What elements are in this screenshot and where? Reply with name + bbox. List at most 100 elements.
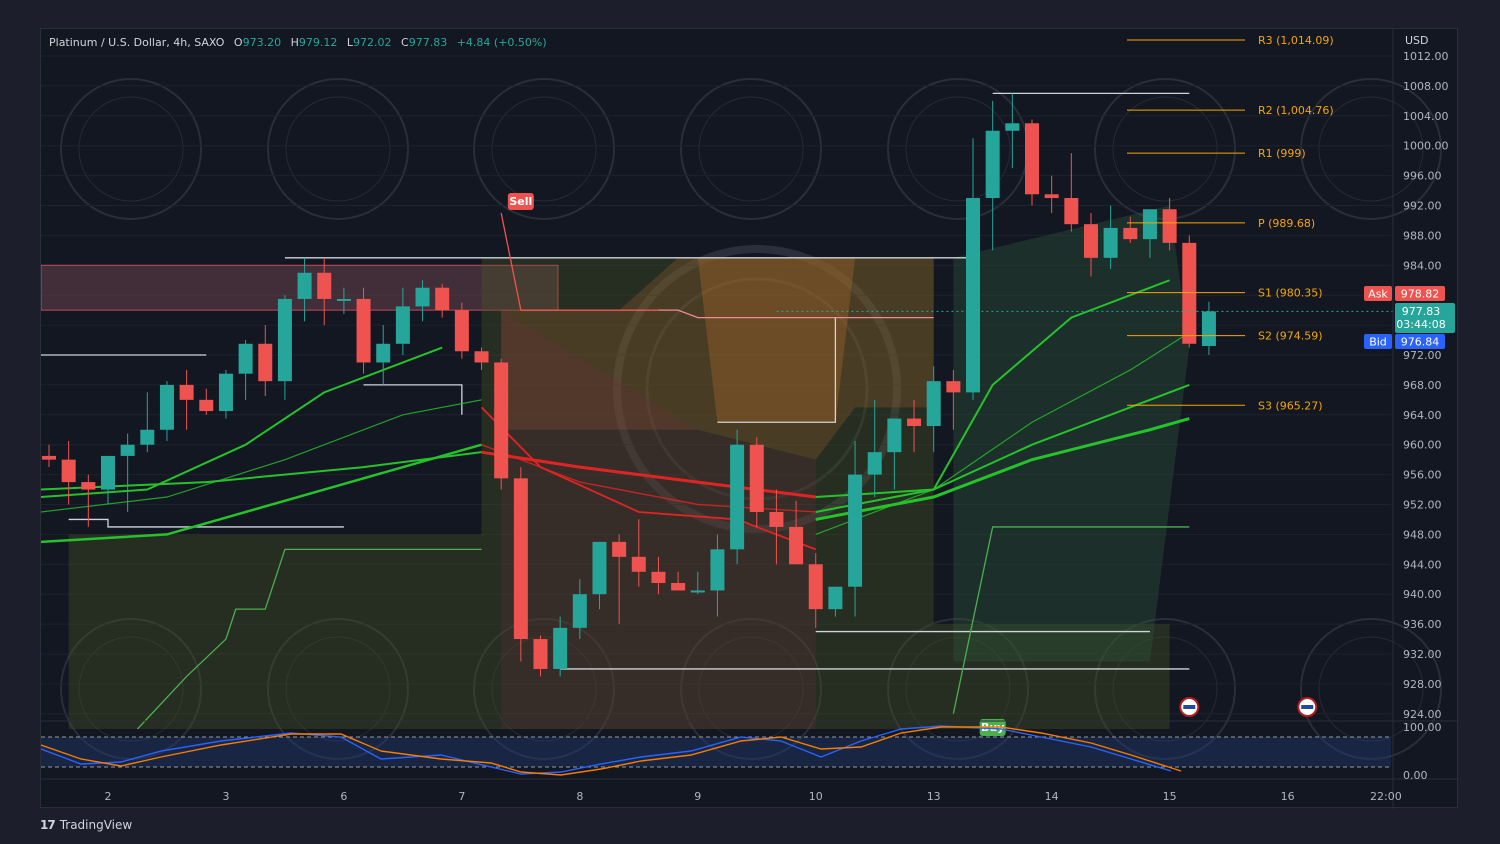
price-tick-label: 984.00 <box>1403 259 1442 272</box>
chart-frame[interactable]: R3 (1,014.09) R2 (1,004.76) R1 (999) P (989… <box>40 28 1459 809</box>
watermark-ring-icon <box>491 96 597 202</box>
candle-body <box>100 455 115 490</box>
buy-trail-line <box>952 526 1190 714</box>
candle-body <box>238 343 253 374</box>
brand-label: TradingView <box>59 818 133 832</box>
candle-body <box>828 586 843 610</box>
ema-slow-line <box>815 383 1190 513</box>
pivot-label: R2 (1,004.76) <box>1258 104 1334 117</box>
candle-body <box>356 298 371 363</box>
candle-body <box>120 444 135 456</box>
candle-body <box>61 459 76 483</box>
candle-body <box>946 381 961 393</box>
candle-body <box>985 130 1000 199</box>
candle-body <box>435 287 450 311</box>
moving-averages-layer <box>40 279 1190 551</box>
price-tick-label: 956.00 <box>1403 469 1442 482</box>
bid-price: 976.84 <box>1401 336 1440 349</box>
watermark-logo-icon <box>473 78 615 220</box>
time-tick-label: 13 <box>927 790 941 803</box>
watermark-ring-icon <box>905 636 1011 742</box>
candle-body <box>1103 227 1118 258</box>
watermark-logo-icon <box>887 78 1029 220</box>
price-tick-label: 996.00 <box>1403 170 1442 183</box>
candle-body <box>671 582 686 591</box>
bid-label: Bid <box>1369 336 1387 349</box>
us-flag-event-icon <box>1183 705 1196 709</box>
price-tick-label: 960.00 <box>1403 439 1442 452</box>
candle-body <box>297 272 312 299</box>
watermark-ring-icon <box>905 96 1011 202</box>
candle-body <box>1083 224 1098 258</box>
green-cloud-fill <box>953 205 1190 662</box>
candle-body <box>317 272 332 299</box>
sell-signal-line <box>500 212 659 311</box>
time-axis: 2 3 6 7 8 9 10 13 14 15 16 22:00 <box>104 790 1401 803</box>
candle-body <box>258 343 273 382</box>
watermark-logo-icon <box>887 618 1029 760</box>
pivot-label: S3 (965.27) <box>1258 399 1323 412</box>
buy-trail-line <box>136 548 482 730</box>
watermark-logo-icon <box>680 78 822 220</box>
candle-body <box>1025 123 1039 195</box>
ema-long-line <box>815 417 1190 521</box>
candle-body <box>474 351 489 363</box>
candle-body <box>199 399 214 412</box>
watermark-ring-icon <box>285 636 391 742</box>
price-tick-label: 992.00 <box>1403 200 1442 213</box>
price-tick-label: 968.00 <box>1403 379 1442 392</box>
close-label: C <box>401 36 409 49</box>
price-tick-label: 940.00 <box>1403 588 1442 601</box>
watermark-center-logo-icon <box>613 245 901 533</box>
ema-long-line <box>40 443 482 544</box>
time-tick-label: 7 <box>458 790 465 803</box>
price-tick-label: 932.00 <box>1403 648 1442 661</box>
close-value: 977.83 <box>409 36 448 49</box>
oscillator-top-label: 100.00 <box>1403 721 1442 734</box>
watermark-logo-icon <box>60 78 202 220</box>
ask-label: Ask <box>1368 288 1388 301</box>
watermark-ring-icon <box>1112 636 1218 742</box>
candle-body <box>808 564 823 610</box>
oscillator-bottom-label: 0.00 <box>1403 769 1428 782</box>
candle-body <box>867 452 882 475</box>
orange-cloud-fill <box>501 257 934 460</box>
orange-cloud-fill <box>697 257 856 423</box>
price-tick-label: 1012.00 <box>1403 50 1449 63</box>
oscillator-band <box>41 737 1391 767</box>
high-label: H <box>291 36 299 49</box>
watermark-logo-icon <box>473 618 615 760</box>
price-tick-label: 948.00 <box>1403 528 1442 541</box>
candle-body <box>907 418 922 427</box>
watermark-ring-icon <box>491 636 597 742</box>
time-tick-label: 14 <box>1045 790 1059 803</box>
candle-body <box>179 384 194 400</box>
watermark-logo-icon <box>1094 618 1236 760</box>
chart-canvas[interactable]: R3 (1,014.09) R2 (1,004.76) R1 (999) P (989… <box>40 29 1459 809</box>
zones-layer <box>40 92 1190 730</box>
tradingview-brand[interactable]: 17 TradingView <box>40 818 132 832</box>
candle-body <box>336 298 351 301</box>
low-label: L <box>347 36 354 49</box>
oscillator-pane: 100.00 0.00 <box>40 29 1459 809</box>
open-label: O <box>234 36 243 49</box>
watermark-ring-icon <box>1112 96 1218 202</box>
high-value: 979.12 <box>299 36 338 49</box>
symbol-title: Platinum / U.S. Dollar, 4h, SAXO <box>49 36 225 49</box>
last-price: 977.83 <box>1402 305 1441 318</box>
candle-body <box>42 455 56 460</box>
pivot-label: S1 (980.35) <box>1258 287 1323 300</box>
oscillator-slow-line <box>40 726 1182 776</box>
ema-mid-line <box>40 399 482 513</box>
ema-fast-line <box>40 346 443 499</box>
price-tick-label: 988.00 <box>1403 229 1442 242</box>
bid-label-box <box>1364 334 1392 349</box>
pivot-levels-layer: R3 (1,014.09) R2 (1,004.76) R1 (999) P (989… <box>776 34 1393 412</box>
candle-body <box>553 627 568 669</box>
candle-body <box>1044 194 1059 199</box>
us-flag-event-icon <box>1301 705 1314 709</box>
price-tick-label: 1000.00 <box>1403 140 1449 153</box>
watermark-logo-icon <box>267 78 409 220</box>
ask-price: 978.82 <box>1401 288 1440 301</box>
watermark-ring-icon <box>78 636 184 742</box>
